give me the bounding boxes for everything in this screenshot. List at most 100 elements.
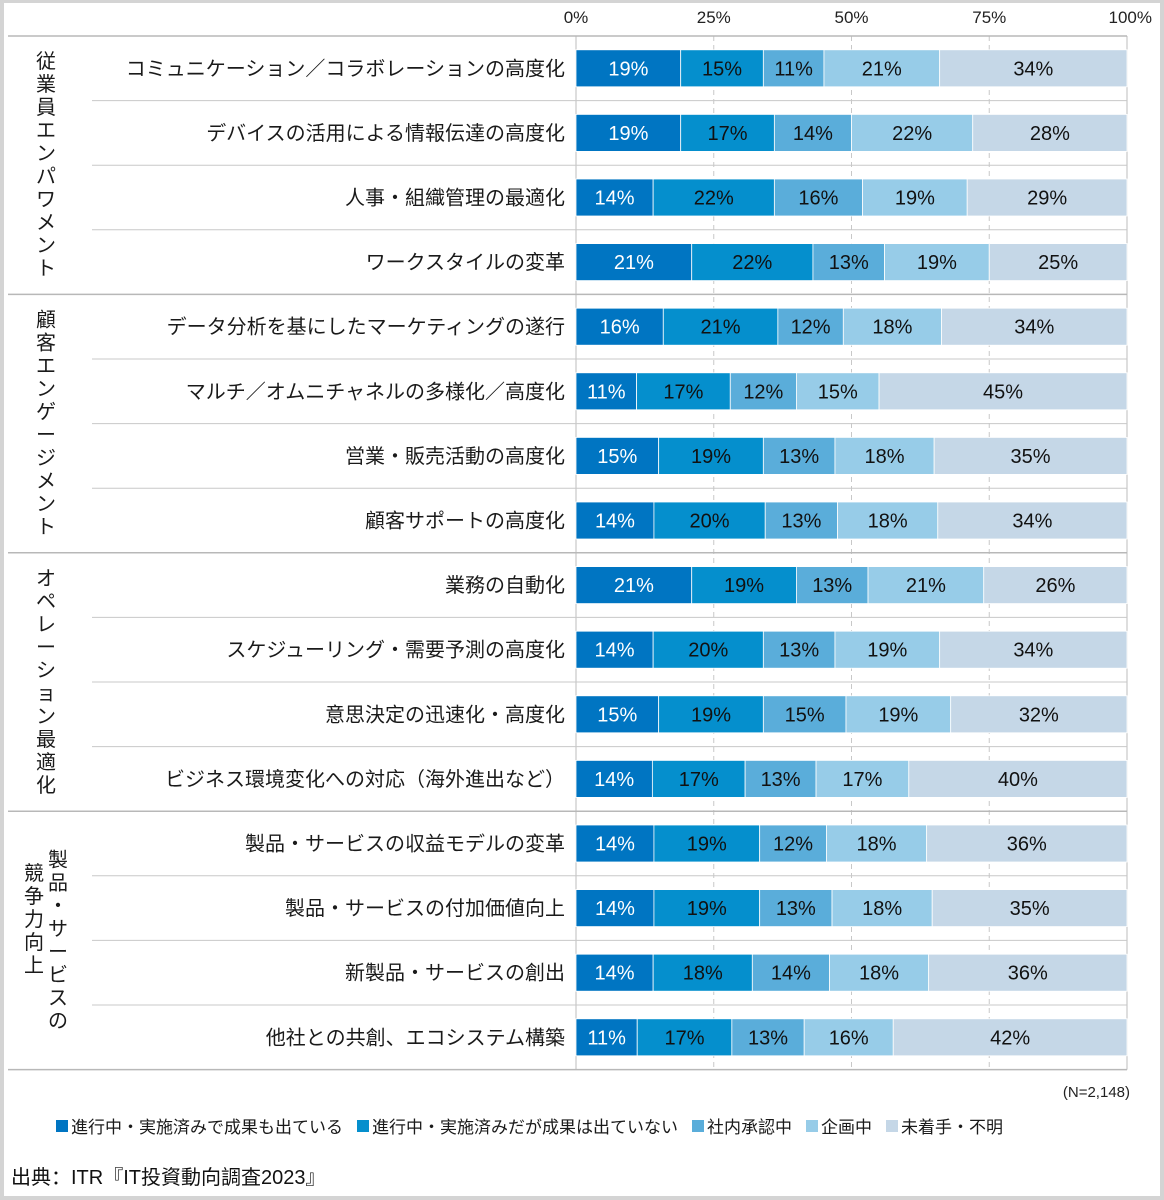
bar-segment	[575, 760, 653, 798]
category-label: ワークスタイルの変革	[366, 251, 565, 274]
group-label-char: ス	[48, 987, 68, 1009]
legend-item: 社内承認中	[692, 1113, 792, 1138]
bar-segment	[762, 695, 847, 734]
bar-segment	[636, 1018, 733, 1057]
bar-value-label: 15%	[785, 704, 825, 726]
bar-value-label: 40%	[998, 769, 1038, 791]
bar-value-label: 13%	[779, 640, 819, 662]
bar-segment	[834, 436, 935, 475]
bar-segment	[652, 953, 753, 992]
group-label-char: ョ	[36, 683, 56, 705]
bar-value-label: 14%	[595, 898, 635, 920]
bar-segment	[575, 630, 654, 669]
group-label-char: メ	[36, 471, 56, 493]
bar-segment	[744, 760, 817, 798]
bar-value-label: 20%	[690, 511, 730, 533]
bar-value-label: 32%	[1019, 704, 1059, 726]
group-label-char: 製	[48, 848, 68, 871]
bar-value-label: 29%	[1027, 188, 1067, 210]
bar-segment	[939, 49, 1128, 88]
group-label-char: 品	[48, 872, 68, 894]
group-label-char: エ	[36, 356, 56, 378]
bar-segment	[729, 372, 797, 411]
bar-value-label: 14%	[595, 834, 635, 856]
legend-label: 企画中	[821, 1118, 872, 1137]
group-label-char: ゲ	[36, 401, 56, 424]
bar-value-label: 22%	[732, 252, 772, 274]
bar-value-label: 17%	[842, 769, 882, 791]
legend-swatch	[692, 1119, 704, 1132]
bar-value-label: 11%	[587, 1027, 626, 1049]
bar-segment	[662, 307, 779, 346]
bar-value-label: 14%	[595, 963, 635, 985]
bar-value-label: 21%	[862, 58, 902, 80]
bar-segment	[972, 114, 1128, 152]
bar-segment	[867, 566, 985, 604]
bar-value-label: 34%	[1012, 511, 1052, 533]
group-label-char: ジ	[36, 448, 56, 470]
group-label-char: ン	[36, 235, 56, 257]
category-label: データ分析を基にしたマーケティングの遂行	[167, 316, 565, 339]
category-label: コミュニケーション／コラボレーションの高度化	[126, 57, 565, 80]
bar-segment	[884, 243, 990, 282]
bar-segment	[812, 243, 885, 282]
bar-value-label: 13%	[761, 769, 801, 791]
bar-value-label: 13%	[781, 511, 821, 533]
bar-value-label: 15%	[702, 58, 742, 80]
bar-value-label: 21%	[614, 252, 654, 274]
bar-value-label: 16%	[829, 1027, 869, 1049]
bar-value-label: 11%	[774, 58, 813, 80]
bar-value-label: 17%	[679, 769, 719, 791]
bar-value-label: 14%	[595, 188, 635, 210]
bar-value-label: 13%	[812, 575, 852, 597]
bar-value-label: 13%	[776, 898, 816, 920]
bar-value-label: 18%	[868, 511, 908, 533]
bar-value-label: 12%	[743, 381, 783, 403]
bar-segment	[680, 49, 764, 88]
group-label-char: 顧	[36, 309, 56, 332]
group-label-char: ン	[36, 379, 56, 401]
bar-segment	[653, 889, 761, 927]
group-label-char: ペ	[36, 591, 56, 613]
bar-value-label: 26%	[1035, 575, 1075, 597]
group-label-char: ー	[36, 425, 56, 447]
group-label-char: ビ	[48, 963, 68, 986]
bar-value-label: 14%	[793, 123, 833, 145]
category-label: 業務の自動化	[445, 574, 565, 597]
group-label-char: メ	[36, 212, 56, 234]
bar-value-label: 21%	[906, 575, 946, 597]
bar-segment	[762, 49, 825, 88]
bar-value-label: 15%	[818, 381, 858, 403]
bar-value-label: 13%	[829, 252, 869, 274]
legend-item: 進行中・実施済みで成果も出ている	[56, 1113, 343, 1138]
category-label: 他社との共創、エコシステム構築	[266, 1026, 565, 1049]
x-tick-label: 25%	[697, 8, 731, 27]
bar-value-label: 14%	[595, 511, 635, 533]
group-label-char: 従	[36, 50, 56, 73]
bar-value-label: 18%	[872, 317, 912, 339]
bar-value-label: 19%	[867, 640, 907, 662]
bar-value-label: 34%	[1013, 640, 1053, 662]
bar-segment	[762, 436, 836, 475]
bar-value-label: 16%	[600, 317, 640, 339]
bar-value-label: 17%	[665, 1027, 705, 1049]
group-label-char: パ	[36, 166, 56, 188]
bar-segment	[837, 501, 939, 540]
bar-segment	[983, 566, 1128, 604]
bar-value-label: 14%	[594, 769, 634, 791]
bar-segment	[759, 824, 827, 863]
bar-segment	[658, 695, 764, 734]
x-tick-label: 75%	[972, 8, 1006, 27]
bar-value-label: 16%	[798, 188, 838, 210]
bar-segment	[636, 372, 731, 411]
bar-segment	[575, 114, 682, 152]
legend-label: 社内承認中	[707, 1118, 792, 1137]
bar-value-label: 19%	[687, 898, 727, 920]
bar-segment	[575, 695, 660, 734]
bar-segment	[803, 1018, 894, 1057]
bar-value-label: 34%	[1013, 58, 1053, 80]
bar-segment	[829, 953, 930, 992]
group-label-char: ワ	[36, 189, 56, 211]
group-label-char: ン	[36, 494, 56, 516]
group-label-char: 適	[36, 751, 56, 774]
